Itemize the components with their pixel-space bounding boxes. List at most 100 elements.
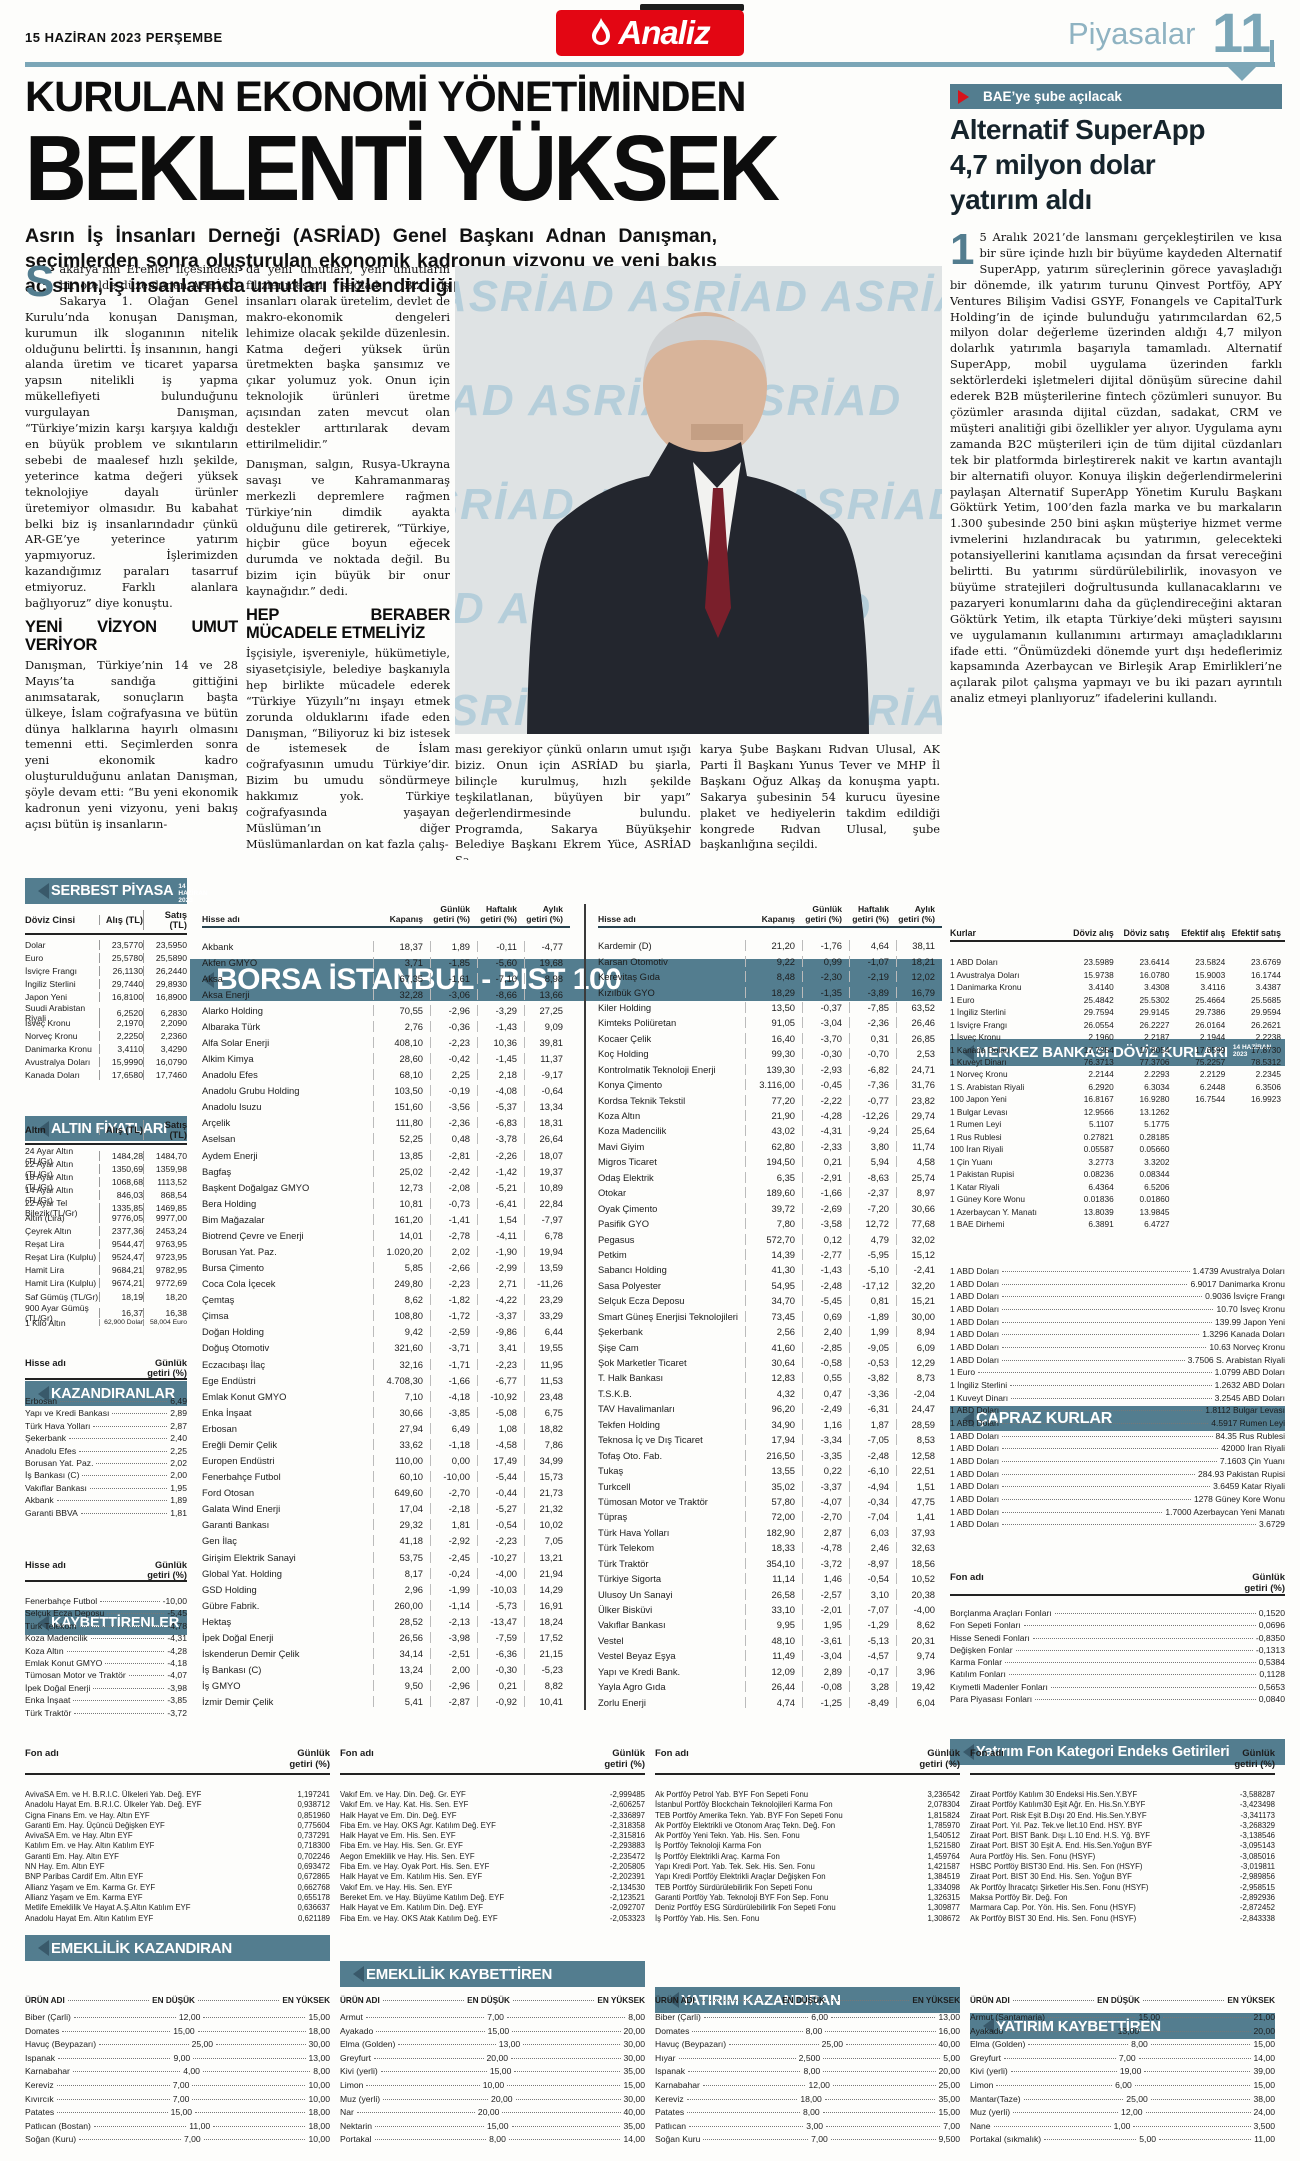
table-row: Kıymetli Madenler Fonları 0,5653 bbox=[950, 1682, 1285, 1694]
cell: -2,36 bbox=[849, 1017, 896, 1029]
table-row: 1 ABD Doları 284.93 Pakistan Rupisi bbox=[950, 1469, 1285, 1482]
cell: Emlak Konut GMYO bbox=[25, 1657, 103, 1668]
cell: Hisse adı bbox=[598, 914, 636, 924]
cell: Aura Portföy His. Sen. Fonu (HSYF) bbox=[970, 1851, 1096, 1861]
cell: Maksa Portföy Bir. Değ. Fon bbox=[970, 1892, 1068, 1902]
cell: Odaş Elektrik bbox=[598, 1171, 654, 1183]
cell: Elma (Golden) bbox=[340, 2039, 396, 2050]
cell: 0,0840 bbox=[1258, 1693, 1285, 1704]
cell: Hıyar bbox=[655, 2052, 676, 2063]
cell: -0,08 bbox=[802, 1681, 849, 1693]
cell: 9,00 bbox=[173, 2052, 191, 2063]
cell: -10,27 bbox=[477, 1551, 524, 1563]
cell: -1,35 bbox=[802, 986, 849, 998]
table-row: Anadolu Hayat Em. Altın Katılım EYF 0,621… bbox=[25, 1914, 330, 1924]
cell: 1.020,20 bbox=[373, 1246, 430, 1258]
table-row: İsviçre Frangı 26,1130 26,2440 bbox=[25, 964, 187, 977]
cell: 32,02 bbox=[896, 1233, 942, 1245]
cell: Vakıflar Bankası bbox=[25, 1482, 87, 1493]
table-row: 1 ABD Doları 1.8112 Bulgar Levası bbox=[950, 1405, 1285, 1418]
table-row: Fon Sepeti Fonları 0,0696 bbox=[950, 1620, 1285, 1632]
cell: 25,02 bbox=[373, 1165, 430, 1177]
rule-tick bbox=[1270, 40, 1274, 64]
cell: -2,23 bbox=[430, 1037, 477, 1048]
cell: -3,29 bbox=[477, 1004, 524, 1016]
dot-leader bbox=[380, 2071, 487, 2073]
table-row: Mavi Giyim 62,80 -2,33 3,80 11,74 bbox=[598, 1139, 942, 1154]
cell: 23.5989 bbox=[1083, 957, 1114, 968]
cell: 30,64 bbox=[745, 1357, 802, 1369]
cell: Selçuk Ecza Deposu bbox=[598, 1295, 685, 1307]
table-row: Kurlar Döviz alış Döviz satış Efektif alış E… bbox=[950, 928, 1285, 942]
cell: 6,2520 bbox=[99, 1008, 143, 1018]
side-article-headline: Alternatif SuperApp 4,7 milyon dolar yat… bbox=[950, 114, 1205, 215]
table-row: Ziraat Portföy Katılım30 Eşit Ağr. En. H… bbox=[970, 1800, 1275, 1810]
cell: 0,21 bbox=[802, 1156, 849, 1168]
table-row: Para Piyasası Fonları 0,0840 bbox=[950, 1694, 1285, 1706]
cell: İş Portföy Teknoloji Karma Fon bbox=[655, 1841, 762, 1851]
cell: 3.4308 bbox=[1144, 982, 1170, 993]
table-row: Karma Fonlar 0,5384 bbox=[950, 1657, 1285, 1669]
cell: 14,00 bbox=[623, 2134, 645, 2145]
cell: 10,02 bbox=[524, 1519, 570, 1531]
dot-leader bbox=[1023, 2098, 1124, 2100]
issue-date: 15 HAZİRAN 2023 PERŞEMBE bbox=[25, 30, 223, 45]
cell: 18,24 bbox=[524, 1615, 570, 1627]
table-row: Hisse adı Kapanış Günlük getiri (%) Haftalı… bbox=[202, 904, 570, 928]
cell: Türk Telekom bbox=[25, 1620, 77, 1631]
cell: 7,00 bbox=[172, 2079, 190, 2090]
cell: -0,42 bbox=[430, 1053, 477, 1065]
dot-leader bbox=[93, 1425, 168, 1427]
table-row: Karnabahar 12,00 25,00 bbox=[655, 2080, 960, 2094]
cell: Marmara Cap. Por. Yön. His. Sen. Fonu (H… bbox=[970, 1903, 1136, 1913]
cell: 1 ABD Doları bbox=[950, 1519, 1000, 1530]
table-row: T.S.K.B. 4,32 0,47 -3,36 -2,04 bbox=[598, 1386, 942, 1401]
cell: 35,00 bbox=[623, 2066, 645, 2077]
dot-leader bbox=[1002, 1309, 1214, 1311]
cell: 3,80 bbox=[849, 1140, 896, 1152]
dot-leader bbox=[1002, 1347, 1207, 1349]
dot-leader bbox=[69, 1438, 168, 1440]
table-row: Kıvırcık 7,00 10,00 bbox=[25, 2094, 330, 2108]
cell: 28,60 bbox=[373, 1053, 430, 1065]
table-row: Teknosa İç ve Dış Ticaret 17,94 -3,34 -7,05… bbox=[598, 1432, 942, 1447]
cell: -2,872452 bbox=[1239, 1903, 1275, 1913]
cell: 12,73 bbox=[373, 1181, 430, 1193]
table-row: 1 ABD Doları 6.9017 Danimarka Kronu bbox=[950, 1279, 1285, 1292]
cell: -2,123521 bbox=[609, 1892, 645, 1902]
cell: EN YÜKSEK bbox=[1227, 1996, 1275, 2005]
dot-leader bbox=[1004, 2057, 1116, 2059]
table-row: Greyfurt 20,00 30,00 bbox=[340, 2053, 645, 2067]
table-row: Nektarin 15,00 35,00 bbox=[340, 2121, 645, 2135]
cell: -2,18 bbox=[430, 1503, 477, 1515]
cell: -2,81 bbox=[430, 1149, 477, 1161]
cell: 2,2360 bbox=[143, 1030, 187, 1041]
cell: -2,92 bbox=[430, 1535, 477, 1547]
cell: 23.5824 bbox=[1195, 957, 1226, 968]
altin-title: ALTIN FİYATLARI bbox=[51, 1120, 167, 1137]
cell: -12,26 bbox=[849, 1110, 896, 1122]
cell: Selçuk Ecza Deposu bbox=[25, 1608, 105, 1619]
dot-leader bbox=[1002, 1524, 1256, 1526]
cell: 0,31 bbox=[849, 1032, 896, 1044]
cell: 3.2545 ABD Doları bbox=[1214, 1392, 1285, 1403]
article-column-3: ması gerekiyor çünkü onların umut ışığı … bbox=[455, 742, 691, 860]
cell: 260,00 bbox=[373, 1599, 430, 1611]
dot-leader bbox=[1035, 1698, 1256, 1700]
cell: Cigna Finans Em. ve Hay. Altın EYF bbox=[25, 1810, 150, 1820]
table-row: Mantar(Taze) 25,00 38,00 bbox=[970, 2094, 1275, 2108]
rule-notch bbox=[1228, 67, 1256, 95]
cell: 7,86 bbox=[524, 1438, 570, 1450]
dot-leader bbox=[79, 2139, 181, 2141]
dot-leader bbox=[1015, 1649, 1253, 1651]
cell: 14,39 bbox=[745, 1248, 802, 1260]
table-row: Norveç Kronu 2,2250 2,2360 bbox=[25, 1029, 187, 1042]
cell: 1,308672 bbox=[927, 1913, 960, 1923]
cell: 0,5384 bbox=[1258, 1657, 1285, 1667]
cell: -6,31 bbox=[849, 1403, 896, 1415]
cell: Hisse adı bbox=[202, 914, 240, 924]
dot-leader bbox=[128, 1675, 165, 1677]
cell: Para Piyasası Fonları bbox=[950, 1693, 1033, 1704]
dot-leader bbox=[365, 2017, 485, 2018]
cell: 3.2773 bbox=[1088, 1156, 1114, 1167]
